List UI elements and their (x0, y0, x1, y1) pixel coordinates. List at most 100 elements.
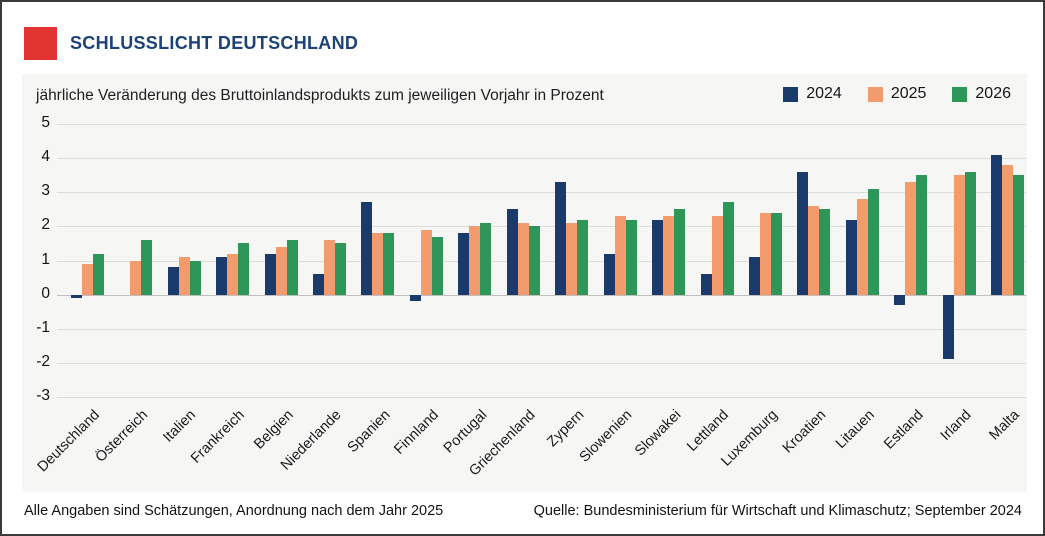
gridline (57, 226, 1026, 228)
zero-gridline (57, 294, 1026, 296)
legend-item-2024: 2024 (783, 85, 842, 103)
bar-Slowenien-2025 (614, 216, 626, 295)
bar-Frankreich-2025 (227, 253, 239, 295)
y-axis-tick-label: 0 (41, 284, 50, 302)
legend-swatch-icon (867, 86, 883, 102)
gridline (57, 260, 1026, 262)
bar-Belgien-2024 (264, 253, 276, 295)
bar-Belgien-2026 (286, 240, 298, 295)
bar-Italien-2026 (189, 260, 201, 295)
bar-Griechenland-2024 (506, 209, 518, 295)
x-axis-tick-label: Malta (986, 407, 1024, 444)
header: SCHLUSSLICHT DEUTSCHLAND (24, 27, 358, 60)
bar-Litauen-2025 (856, 199, 868, 295)
bar-Niederlande-2024 (312, 274, 324, 295)
bar-Frankreich-2024 (216, 257, 228, 295)
bar-Litauen-2024 (845, 219, 857, 295)
bar-Slowakei-2024 (652, 219, 664, 295)
gridline (57, 192, 1026, 194)
bar-Belgien-2025 (275, 246, 287, 295)
bar-Spanien-2025 (372, 233, 384, 295)
x-axis-tick-label: Estland (880, 407, 927, 453)
page-title: SCHLUSSLICHT DEUTSCHLAND (70, 33, 359, 53)
gridline (57, 362, 1026, 364)
bar-Luxemburg-2026 (771, 212, 783, 295)
x-axis-tick-label: Lettland (684, 407, 733, 455)
y-axis-tick-label: 4 (41, 148, 50, 166)
x-axis-tick-label: Slowakei (631, 407, 684, 460)
bar-Zypern-2025 (566, 222, 578, 295)
legend-label: 2025 (890, 85, 927, 102)
bar-Portugal-2026 (480, 222, 492, 295)
bar-Luxemburg-2025 (760, 212, 772, 295)
bar-Irland-2024 (942, 294, 954, 360)
bar-chart: 5 4 3 2 1 0 -1 -2 -3 Deutschland Österreich Italien… (22, 74, 1027, 492)
y-axis-tick-label: -1 (36, 318, 50, 336)
bar-Portugal-2024 (458, 233, 470, 295)
bar-Niederlande-2026 (334, 243, 346, 295)
bar-Griechenland-2026 (528, 226, 540, 295)
bar-Lettland-2025 (711, 216, 723, 295)
bar-Litauen-2026 (867, 188, 879, 295)
bar-Finnland-2025 (420, 229, 432, 295)
y-axis-tick-label: 3 (41, 182, 50, 200)
bar-Zypern-2024 (555, 182, 567, 295)
bar-Malta-2024 (991, 154, 1003, 295)
legend-swatch-icon (952, 86, 968, 102)
bar-Spanien-2024 (361, 202, 373, 295)
bar-Deutschland-2025 (81, 263, 93, 295)
bar-Spanien-2026 (383, 233, 395, 295)
source-credit: Quelle: Bundesministerium für Wirtschaft… (533, 503, 1022, 519)
y-axis-tick-label: 1 (41, 250, 50, 268)
legend-label: 2024 (806, 85, 842, 102)
y-axis-tick-label: 2 (41, 216, 50, 234)
y-axis-tick-label: -3 (36, 387, 50, 405)
x-axis-tick-label: Kroatien (779, 407, 830, 457)
y-axis-tick-label: -2 (36, 352, 50, 370)
brand-red-square (24, 27, 57, 60)
bar-Slowenien-2024 (603, 253, 615, 295)
bar-Kroatien-2025 (808, 205, 820, 295)
bar-Italien-2025 (178, 257, 190, 295)
x-axis-tick-label: Irland (937, 407, 975, 444)
bar-Portugal-2025 (469, 226, 481, 295)
legend-item-2025: 2025 (867, 85, 927, 103)
legend-label: 2026 (975, 85, 1011, 102)
bar-Luxemburg-2024 (749, 257, 761, 295)
bar-Deutschland-2026 (92, 253, 104, 295)
gridline (57, 158, 1026, 160)
y-axis-tick-label: 5 (41, 114, 50, 132)
bar-Kroatien-2024 (797, 171, 809, 295)
bar-Deutschland-2024 (70, 294, 82, 299)
bar-Malta-2025 (1002, 164, 1014, 295)
legend-item-2026: 2026 (952, 85, 1011, 103)
bar-Frankreich-2026 (238, 243, 250, 295)
bar-Irland-2025 (953, 175, 965, 295)
gridline (57, 124, 1026, 125)
bar-Kroatien-2026 (819, 209, 831, 295)
legend-swatch-icon (783, 86, 799, 102)
bar-Estland-2026 (916, 175, 928, 295)
bar-Österreich-2025 (130, 260, 142, 295)
bar-Lettland-2026 (722, 202, 734, 295)
bar-Griechenland-2025 (517, 222, 529, 295)
bar-Slowakei-2026 (674, 209, 686, 295)
bar-Estland-2025 (905, 182, 917, 295)
x-axis-tick-label: Spanien (344, 407, 394, 456)
x-axis-tick-label: Deutschland (34, 407, 103, 476)
gridline (57, 328, 1026, 330)
bar-Slowakei-2025 (663, 216, 675, 295)
x-axis-tick-label: Italien (160, 407, 200, 446)
bar-Malta-2026 (1013, 175, 1025, 295)
bar-Zypern-2026 (577, 219, 589, 295)
gridline (57, 397, 1026, 398)
bar-Lettland-2024 (700, 274, 712, 295)
bar-Finnland-2026 (431, 236, 443, 295)
bar-Slowenien-2026 (625, 219, 637, 295)
bar-Irland-2026 (964, 171, 976, 295)
x-axis-tick-label: Zypern (543, 407, 588, 451)
chart-subtitle: jährliche Veränderung des Bruttoinlandsp… (36, 87, 604, 104)
x-axis-tick-label: Belgien (250, 407, 297, 453)
bar-Italien-2024 (167, 267, 179, 295)
